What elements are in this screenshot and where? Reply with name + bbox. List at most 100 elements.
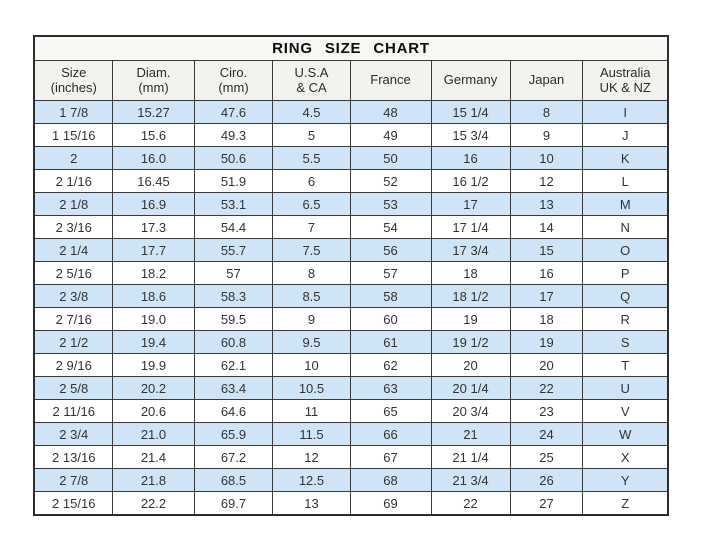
table-cell-france: 67 (349, 445, 432, 469)
table-cell-size-inches: 2 7/16 (33, 307, 114, 331)
table-cell-france: 50 (349, 146, 432, 170)
table-cell-japan: 13 (509, 192, 584, 216)
table-cell-size-inches: 2 3/16 (33, 215, 114, 239)
table-cell-germany: 18 1/2 (430, 284, 511, 308)
table-cell-japan: 23 (509, 399, 584, 423)
table-cell-ciro-mm: 49.3 (193, 123, 274, 147)
table-cell-germany: 19 (430, 307, 511, 331)
table-cell-australia-uk-nz: M (582, 192, 669, 216)
table-cell-germany: 16 1/2 (430, 169, 511, 193)
column-header-line1: Size (61, 64, 87, 80)
header-row: Size (inches) Diam. (mm) Ciro. (mm) U.S.A & CA F… (33, 60, 669, 101)
table-cell-france: 56 (349, 238, 432, 262)
table-cell-australia-uk-nz: N (582, 215, 669, 239)
table-cell-diam-mm: 19.9 (112, 353, 195, 377)
table-cell-france: 58 (349, 284, 432, 308)
table-cell-germany: 15 1/4 (430, 100, 511, 124)
table-cell-australia-uk-nz: Y (582, 468, 669, 492)
table-cell-germany: 19 1/2 (430, 330, 511, 354)
table-row: 1 7/8 15.27 47.6 4.5 48 15 1/4 8 I (33, 100, 669, 124)
table-cell-size-inches: 2 11/16 (33, 399, 114, 423)
table-cell-japan: 20 (509, 353, 584, 377)
table-cell-japan: 18 (509, 307, 584, 331)
table-cell-australia-uk-nz: V (582, 399, 669, 423)
table-row: 2 11/16 20.6 64.6 11 65 20 3/4 23 V (33, 399, 669, 423)
table-cell-size-inches: 2 5/8 (33, 376, 114, 400)
table-cell-usa-ca: 8.5 (272, 284, 351, 308)
table-cell-japan: 27 (509, 491, 584, 516)
table-row: 2 13/16 21.4 67.2 12 67 21 1/4 25 X (33, 445, 669, 469)
table-cell-germany: 21 1/4 (430, 445, 511, 469)
column-header-line1: Australia (599, 64, 651, 80)
table-cell-japan: 24 (509, 422, 584, 446)
column-header-germany: Germany (430, 60, 511, 101)
table-row: 2 16.0 50.6 5.5 50 16 10 K (33, 146, 669, 170)
table-cell-size-inches: 2 13/16 (33, 445, 114, 469)
table-cell-australia-uk-nz: J (582, 123, 669, 147)
table-cell-germany: 20 3/4 (430, 399, 511, 423)
table-cell-japan: 9 (509, 123, 584, 147)
table-cell-germany: 15 3/4 (430, 123, 511, 147)
table-cell-diam-mm: 20.2 (112, 376, 195, 400)
table-cell-germany: 21 (430, 422, 511, 446)
table-cell-japan: 15 (509, 238, 584, 262)
table-cell-ciro-mm: 62.1 (193, 353, 274, 377)
table-cell-diam-mm: 20.6 (112, 399, 195, 423)
table-cell-ciro-mm: 47.6 (193, 100, 274, 124)
table-cell-usa-ca: 9 (272, 307, 351, 331)
table-cell-ciro-mm: 51.9 (193, 169, 274, 193)
table-cell-germany: 18 (430, 261, 511, 285)
table-cell-australia-uk-nz: O (582, 238, 669, 262)
column-header-line1: U.S.A (294, 64, 329, 80)
table-cell-australia-uk-nz: T (582, 353, 669, 377)
table-cell-france: 66 (349, 422, 432, 446)
table-cell-usa-ca: 5 (272, 123, 351, 147)
column-header-size-inches: Size (inches) (33, 60, 114, 101)
table-cell-japan: 8 (509, 100, 584, 124)
table-cell-size-inches: 2 1/16 (33, 169, 114, 193)
column-header-japan: Japan (509, 60, 584, 101)
table-cell-france: 65 (349, 399, 432, 423)
table-row: 1 15/16 15.6 49.3 5 49 15 3/4 9 J (33, 123, 669, 147)
table-cell-usa-ca: 8 (272, 261, 351, 285)
table-cell-size-inches: 1 7/8 (33, 100, 114, 124)
table-row: 2 5/16 18.2 57 8 57 18 16 P (33, 261, 669, 285)
table-cell-diam-mm: 21.4 (112, 445, 195, 469)
table-row: 2 3/16 17.3 54.4 7 54 17 1/4 14 N (33, 215, 669, 239)
column-header-ciro-mm: Ciro. (mm) (193, 60, 274, 101)
table-cell-size-inches: 2 15/16 (33, 491, 114, 516)
table-cell-germany: 17 (430, 192, 511, 216)
table-cell-size-inches: 2 3/4 (33, 422, 114, 446)
table-cell-australia-uk-nz: K (582, 146, 669, 170)
table-title: RING SIZE CHART (33, 35, 669, 61)
table-row: 2 15/16 22.2 69.7 13 69 22 27 Z (33, 491, 669, 516)
column-header-line1: Germany (443, 72, 498, 88)
table-cell-japan: 26 (509, 468, 584, 492)
table-cell-ciro-mm: 63.4 (193, 376, 274, 400)
column-header-line2: UK & NZ (599, 79, 651, 95)
table-row: 2 1/2 19.4 60.8 9.5 61 19 1/2 19 S (33, 330, 669, 354)
table-cell-france: 54 (349, 215, 432, 239)
table-cell-japan: 16 (509, 261, 584, 285)
table-cell-diam-mm: 19.0 (112, 307, 195, 331)
table-cell-ciro-mm: 57 (193, 261, 274, 285)
table-cell-japan: 22 (509, 376, 584, 400)
table-cell-ciro-mm: 69.7 (193, 491, 274, 516)
title-row: RING SIZE CHART (33, 35, 669, 61)
table-cell-diam-mm: 22.2 (112, 491, 195, 516)
table-cell-diam-mm: 16.9 (112, 192, 195, 216)
table-cell-france: 69 (349, 491, 432, 516)
table-cell-japan: 14 (509, 215, 584, 239)
table-cell-usa-ca: 10 (272, 353, 351, 377)
table-cell-diam-mm: 16.0 (112, 146, 195, 170)
table-cell-usa-ca: 12.5 (272, 468, 351, 492)
table-cell-size-inches: 2 1/2 (33, 330, 114, 354)
table-row: 2 9/16 19.9 62.1 10 62 20 20 T (33, 353, 669, 377)
table-cell-australia-uk-nz: X (582, 445, 669, 469)
table-cell-diam-mm: 16.45 (112, 169, 195, 193)
table-cell-ciro-mm: 55.7 (193, 238, 274, 262)
column-header-france: France (349, 60, 432, 101)
table-cell-australia-uk-nz: P (582, 261, 669, 285)
table-cell-diam-mm: 17.7 (112, 238, 195, 262)
